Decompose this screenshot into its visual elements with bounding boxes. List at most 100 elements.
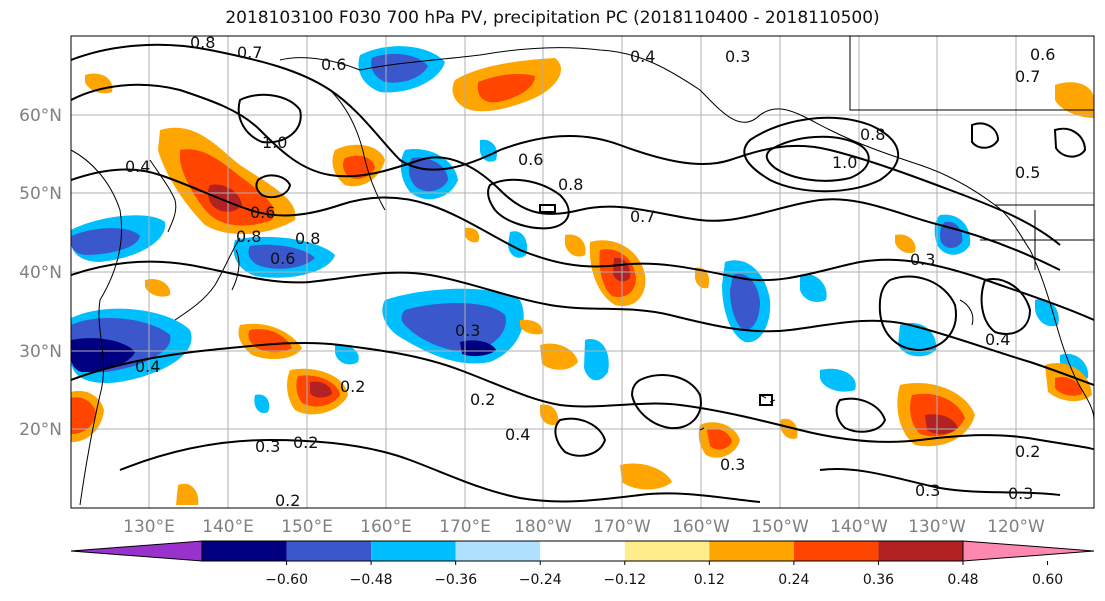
lon-tick-label: 160°W: [672, 517, 730, 537]
contour-label: 0.8: [295, 229, 320, 248]
contour-label: 0.8: [860, 125, 885, 144]
contour-label: 0.3: [720, 455, 745, 474]
contour-label: 0.4: [135, 357, 160, 376]
graticule: [71, 36, 1094, 508]
lon-tick-label: 170°W: [593, 517, 651, 537]
colorbar-tick-label: −0.48: [350, 572, 393, 588]
contour-label: 0.3: [1008, 484, 1033, 503]
shade-negative: [71, 228, 140, 255]
shade-positive: [1055, 376, 1082, 396]
contour-label: 0.2: [470, 390, 495, 409]
coastlines: [71, 36, 1094, 506]
latitude-labels: 60°N 50°N 40°N 30°N 20°N: [19, 106, 62, 440]
contour-label: 0.3: [910, 250, 935, 269]
shade-negative: [408, 157, 448, 192]
lon-tick-label: 150°W: [751, 517, 809, 537]
contour-label: 0.4: [505, 425, 530, 444]
lon-tick-label: 130°E: [123, 517, 175, 537]
contour-label: 0.3: [725, 47, 750, 66]
colorbar-segment: [624, 541, 710, 561]
shade-negative: [584, 339, 609, 381]
lat-tick-label: 50°N: [19, 184, 62, 204]
shade-positive: [71, 397, 96, 434]
shade-positive: [477, 74, 535, 103]
lon-tick-label: 130°W: [908, 517, 966, 537]
colorbar-segment: [371, 541, 456, 561]
shade-positive: [248, 329, 292, 353]
contour-label: 0.4: [125, 157, 150, 176]
colorbar-segment: [202, 541, 287, 561]
contour-label: 0.2: [1015, 442, 1040, 461]
lon-tick-label: 180°W: [514, 517, 572, 537]
shade-negative: [730, 273, 760, 331]
shade-negative: [820, 368, 856, 392]
shade-negative: [248, 244, 315, 269]
shade-positive: [145, 278, 171, 297]
shade-positive: [620, 463, 672, 490]
lon-tick-label: 140°E: [202, 517, 254, 537]
colorbar-tick-label: 0.24: [778, 572, 809, 588]
contour-label: 0.8: [236, 227, 261, 246]
colorbar: −0.60 −0.48 −0.36 −0.24 −0.12 0.12 0.24 0.36 0.4…: [70, 540, 1095, 588]
lat-tick-label: 20°N: [19, 420, 62, 440]
colorbar-segment: [540, 541, 625, 561]
lat-tick-label: 30°N: [19, 342, 62, 362]
shade-positive: [707, 428, 732, 450]
lon-tick-label: 150°E: [281, 517, 333, 537]
lon-tick-label: 120°W: [987, 517, 1045, 537]
colorbar-segment: [70, 540, 203, 562]
shade-positive: [895, 234, 916, 254]
contour-label: 0.3: [455, 321, 480, 340]
shade-negative: [800, 274, 827, 302]
pv-contour-labels: 0.8 0.7 0.6 1.0 0.4 0.4 0.3 0.8 0.7 0.6 …: [125, 33, 1055, 510]
shade-positive: [540, 404, 559, 426]
colorbar-tick-label: 0.36: [863, 572, 894, 588]
colorbar-tick-label: −0.36: [434, 572, 477, 588]
colorbar-tick-label: 0.12: [694, 572, 725, 588]
contour-label: 0.3: [255, 437, 280, 456]
contour-label: 0.4: [630, 47, 655, 66]
shade-negative: [401, 303, 506, 352]
shade-positive: [520, 319, 543, 335]
shade-negative: [1035, 299, 1059, 327]
contour-label: 0.7: [630, 207, 655, 226]
figure-title: 2018103100 F030 700 hPa PV, precipitatio…: [225, 8, 880, 28]
contour-label: 0.8: [558, 175, 583, 194]
colorbar-tick-label: −0.24: [519, 572, 562, 588]
contour-label: 0.7: [237, 43, 262, 62]
shade-negative: [479, 139, 498, 162]
contour-label: 0.6: [270, 249, 295, 268]
colorbar-segment: [286, 541, 372, 561]
shade-positive: [464, 227, 480, 243]
contour-label: 0.4: [985, 330, 1010, 349]
lon-tick-label: 170°E: [439, 517, 491, 537]
shade-negative: [335, 344, 359, 365]
contour-label: 0.6: [250, 203, 275, 222]
shade-negative: [371, 53, 428, 83]
shade-positive: [540, 343, 578, 370]
contour-label: 0.2: [293, 433, 318, 452]
shade-positive: [176, 483, 199, 505]
colorbar-tick-label: −0.12: [603, 572, 646, 588]
lon-tick-label: 160°E: [360, 517, 412, 537]
shade-positive: [343, 155, 375, 179]
contour-label: 1.0: [832, 153, 857, 172]
shade-positive: [694, 267, 710, 289]
colorbar-segment: [962, 540, 1095, 562]
pv-contours: [71, 43, 1094, 503]
contour-label: 0.6: [321, 55, 346, 74]
shade-negative: [940, 221, 963, 248]
lat-tick-label: 40°N: [19, 263, 62, 283]
colorbar-tick-label: −0.60: [265, 572, 308, 588]
colorbar-tick-label: 0.48: [947, 572, 978, 588]
shade-negative: [254, 394, 270, 414]
contour-label: 1.0: [262, 133, 287, 152]
colorbar-tick-label: 0.60: [1032, 572, 1063, 588]
contour-label: 0.8: [190, 33, 215, 52]
map-frame: [70, 35, 1095, 509]
lat-tick-label: 60°N: [19, 106, 62, 126]
contour-label: 0.6: [518, 150, 543, 169]
colorbar-segment: [709, 541, 794, 561]
longitude-labels: 130°E 140°E 150°E 160°E 170°E 180°W 170°…: [123, 517, 1045, 537]
